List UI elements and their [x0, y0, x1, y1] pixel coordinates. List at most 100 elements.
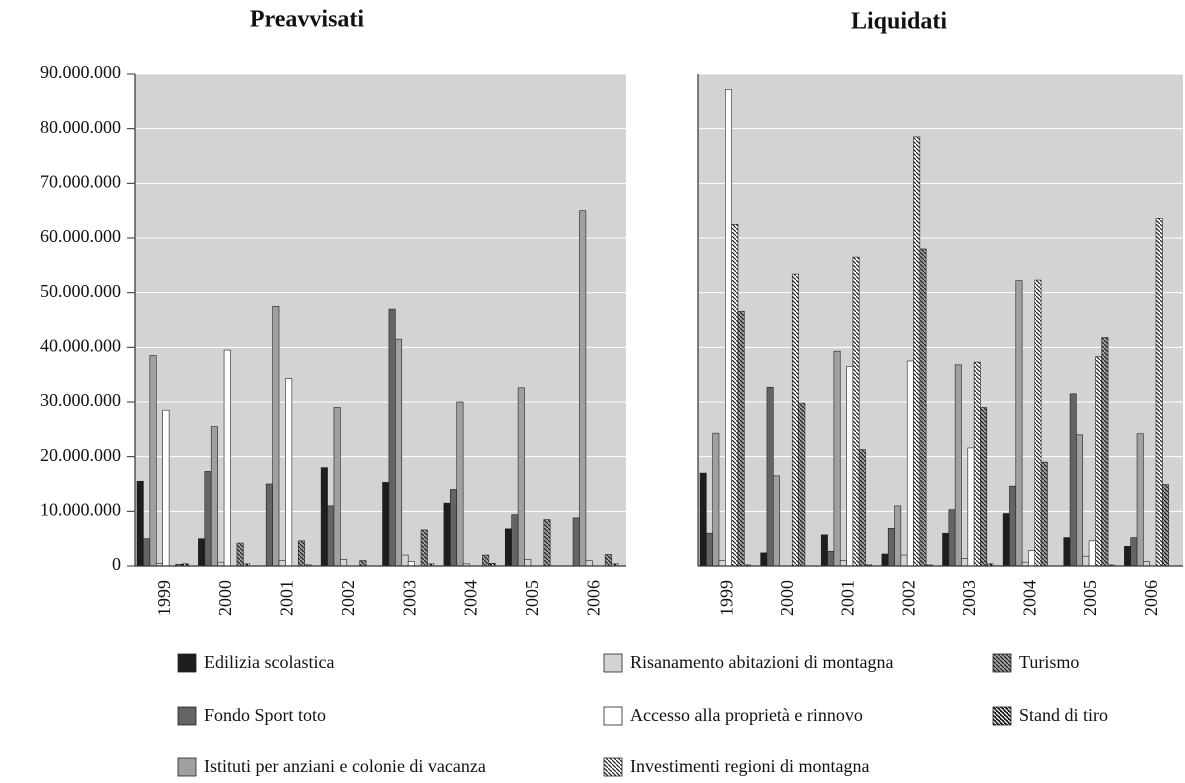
bar: [511, 514, 519, 567]
bar: [236, 542, 244, 567]
legend-label: Accesso alla proprietà e rinnovo: [630, 705, 863, 725]
x-tick-label: 2004: [1020, 580, 1040, 616]
legend-label: Stand di tiro: [1019, 705, 1108, 725]
bar: [1015, 280, 1023, 567]
legend-label: Risanamento abitazioni di montagna: [630, 652, 893, 672]
bar: [766, 386, 774, 567]
x-tick-label: 2000: [215, 580, 235, 616]
bar: [1162, 484, 1169, 567]
bar: [1088, 540, 1096, 567]
bar: [1040, 461, 1048, 567]
y-tick-label: 70.000.000: [40, 171, 121, 191]
y-tick-label: 0: [112, 554, 121, 574]
x-tick-label: 2006: [1141, 580, 1161, 616]
y-tick-label: 40.000.000: [40, 335, 121, 355]
bar: [791, 273, 799, 567]
legend-label: Investimenti regioni di montagna: [630, 756, 869, 776]
chart-title: Preavvisati: [250, 7, 365, 33]
bar: [382, 482, 390, 567]
legend-swatch: [992, 706, 1012, 726]
bar: [1130, 537, 1138, 567]
y-tick-label: 20.000.000: [40, 445, 121, 465]
bar: [136, 480, 144, 567]
y-tick-label: 50.000.000: [40, 281, 121, 301]
legend-label: Edilizia scolastica: [204, 652, 334, 672]
bar: [906, 360, 914, 567]
legend-label: Fondo Sport toto: [204, 705, 326, 725]
bar: [456, 401, 464, 567]
bar: [504, 528, 512, 567]
bar: [517, 387, 525, 567]
bar: [1028, 550, 1036, 567]
bar: [731, 224, 739, 567]
bar: [579, 210, 587, 567]
bar: [482, 554, 490, 567]
bar: [718, 560, 726, 567]
x-tick-label: 2001: [277, 580, 297, 616]
bar: [1095, 356, 1103, 567]
bar: [839, 560, 847, 567]
bar: [1063, 537, 1071, 567]
y-tick-label: 10.000.000: [40, 499, 121, 519]
bar: [913, 136, 921, 567]
bar: [340, 559, 348, 567]
bar: [1155, 218, 1163, 567]
bar: [1101, 337, 1109, 567]
chart-title: Liquidati: [851, 9, 947, 35]
bar: [827, 550, 835, 567]
bar: [1009, 485, 1017, 567]
legend-label: Turismo: [1019, 652, 1079, 672]
bar: [1069, 393, 1077, 567]
x-tick-label: 2005: [522, 580, 542, 616]
bar: [798, 402, 806, 567]
bar: [858, 449, 866, 567]
bar: [961, 558, 969, 567]
bar: [706, 532, 713, 567]
legend-swatch: [992, 653, 1012, 673]
y-tick-label: 60.000.000: [40, 226, 121, 246]
bar: [1002, 513, 1010, 567]
bar: [760, 552, 768, 567]
bar: [543, 519, 551, 567]
bar: [948, 509, 956, 567]
bar: [149, 355, 157, 567]
bar: [1124, 546, 1132, 567]
bar: [204, 471, 212, 567]
bar: [265, 483, 273, 567]
bar: [846, 366, 854, 567]
bar: [327, 505, 335, 567]
bar: [388, 308, 396, 567]
bar: [572, 517, 580, 567]
bar: [725, 89, 732, 567]
bar: [1076, 434, 1084, 567]
bar: [980, 407, 988, 567]
bar: [967, 447, 975, 567]
bar: [297, 540, 306, 567]
bar: [285, 378, 293, 567]
x-tick-label: 2005: [1080, 580, 1100, 616]
legend-swatch: [177, 706, 197, 726]
bar: [881, 553, 889, 567]
x-tick-label: 1999: [154, 580, 174, 616]
bar: [712, 432, 720, 567]
legend-swatch: [177, 757, 197, 777]
x-tick-label: 2003: [399, 580, 419, 616]
bar: [223, 349, 231, 567]
legend-swatch: [603, 757, 623, 777]
x-tick-label: 2002: [898, 580, 918, 616]
bar: [1143, 561, 1150, 567]
bar: [333, 407, 341, 567]
bar: [585, 560, 593, 567]
bar: [524, 559, 532, 567]
bar: [162, 409, 170, 567]
bar: [1136, 433, 1144, 567]
bar: [894, 505, 902, 567]
bar: [320, 467, 328, 567]
bar: [143, 538, 151, 567]
bar: [1034, 279, 1042, 567]
x-tick-label: 2000: [777, 580, 797, 616]
bar: [852, 256, 860, 567]
bar: [900, 554, 908, 567]
legend-label: Istituti per anziani e colonie di vacanz…: [204, 756, 486, 776]
